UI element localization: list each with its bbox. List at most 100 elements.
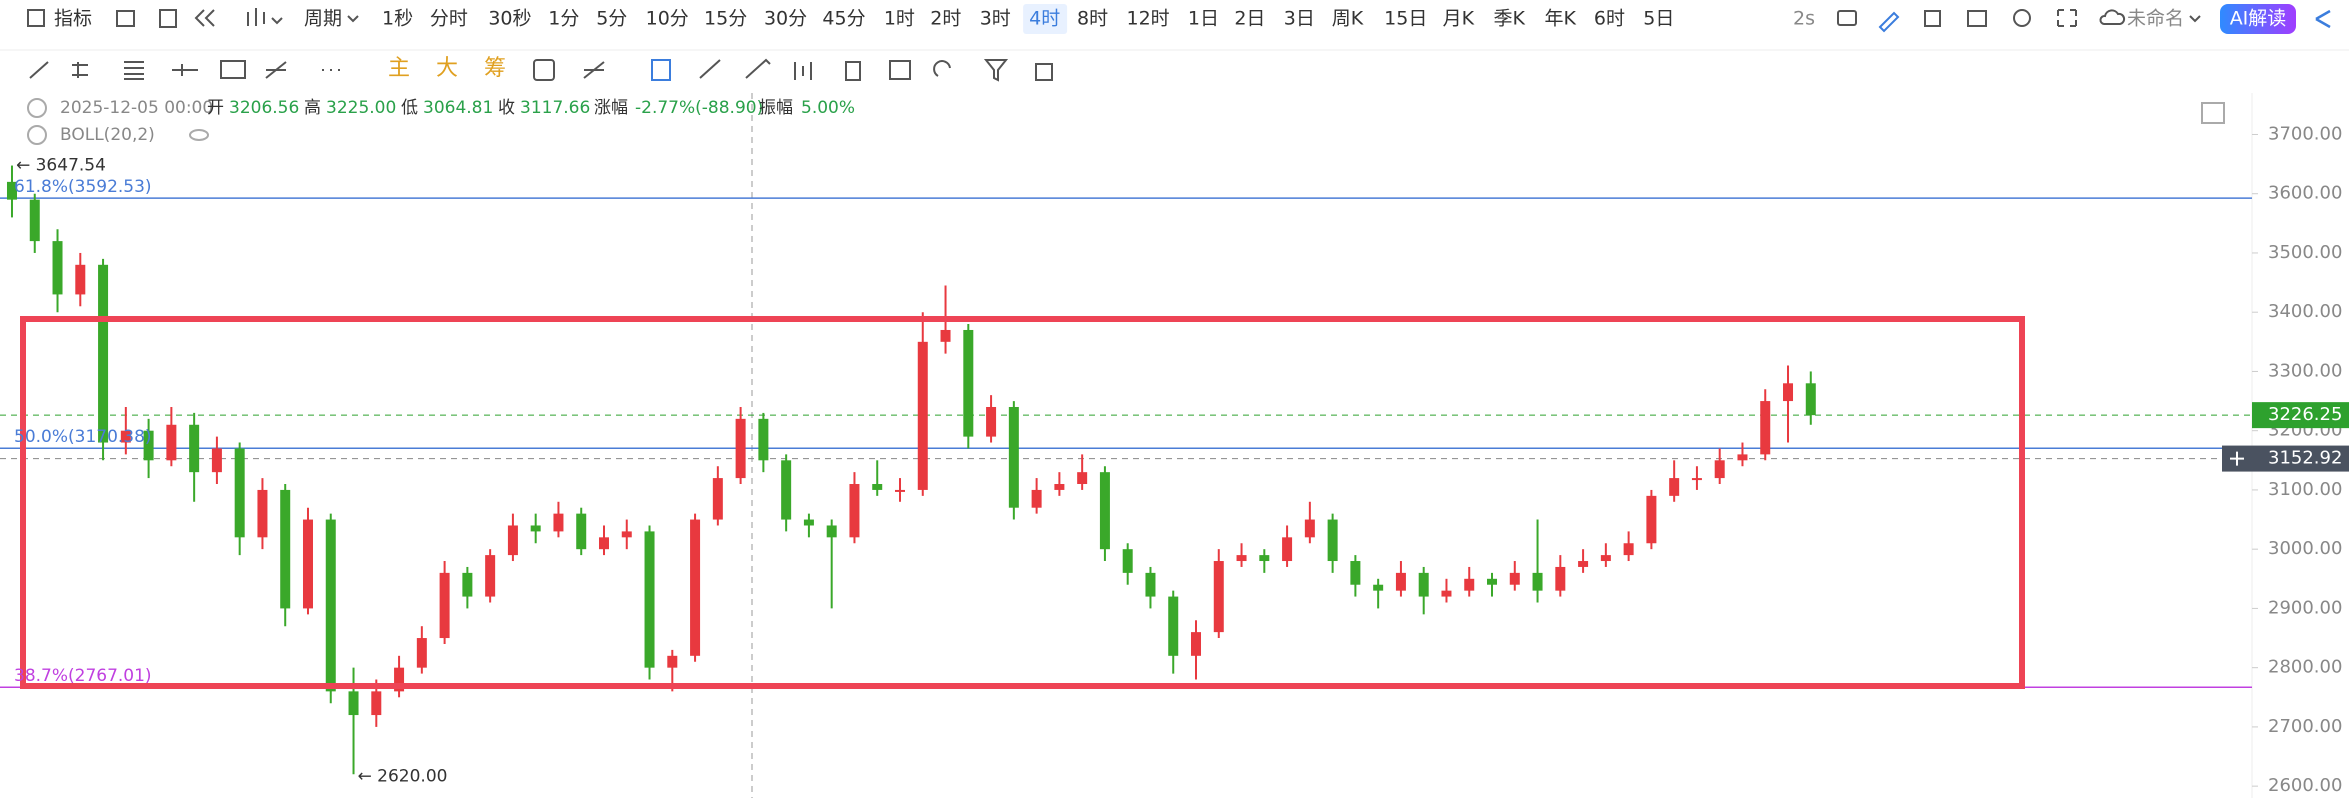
y-tick-label: 2600.00	[2268, 775, 2342, 796]
bar-tool[interactable]	[794, 62, 812, 80]
timeframe-button[interactable]: 1分	[548, 8, 579, 30]
main-force-tool[interactable]: 主	[388, 56, 410, 81]
refresh-rate[interactable]: 2s	[1793, 8, 1815, 30]
candle-body	[1373, 584, 1384, 591]
collapse-icon[interactable]	[27, 98, 47, 118]
timeframe-button[interactable]: 10分	[646, 8, 689, 30]
timeframe-button[interactable]: 2日	[1234, 8, 1265, 30]
candle-body	[166, 424, 177, 461]
candle-body	[1441, 590, 1452, 597]
timeframe-button[interactable]: 15分	[704, 8, 747, 30]
timeframe-button[interactable]: 季K	[1494, 8, 1526, 30]
candle-body	[1760, 401, 1771, 455]
layout-icon[interactable]	[159, 9, 177, 28]
maximize-icon[interactable]	[2201, 102, 2225, 124]
candle-body	[712, 478, 723, 520]
delete-tool[interactable]	[1035, 63, 1053, 81]
timeframe-button[interactable]: 4时	[1029, 8, 1060, 30]
ruler-tool[interactable]	[699, 59, 721, 79]
timeframe-button[interactable]: 15日	[1384, 8, 1427, 30]
line-tool[interactable]	[29, 61, 49, 79]
link-tool[interactable]	[933, 60, 951, 77]
settings-panel-icon[interactable]	[1967, 10, 1987, 27]
hline-tool[interactable]	[172, 64, 198, 76]
timeframe-button[interactable]: 5日	[1643, 8, 1674, 30]
candle-body	[1395, 572, 1406, 591]
filter-tool[interactable]	[983, 59, 1009, 82]
timeframe-button[interactable]: 45分	[822, 8, 865, 30]
replay-icon[interactable]	[194, 9, 215, 27]
chart-type-icon[interactable]	[247, 8, 283, 26]
candle-body	[1191, 632, 1202, 656]
magnet-tool[interactable]	[651, 59, 671, 81]
candle-body	[1555, 566, 1566, 591]
candle-body	[826, 525, 837, 538]
indicators-button[interactable]: 指标	[54, 8, 92, 30]
save-icon[interactable]	[1924, 10, 1941, 27]
camera-icon[interactable]	[1837, 10, 1857, 26]
last-price-label: 3226.25	[2268, 404, 2342, 425]
timeframe-button[interactable]: 1时	[884, 8, 915, 30]
timeframe-button[interactable]: 3时	[980, 8, 1011, 30]
large-order-tool[interactable]: 大	[436, 56, 458, 81]
candle-body	[29, 199, 40, 242]
candle-body	[735, 418, 746, 479]
legend-date: 2025-12-05 00:00	[60, 98, 213, 118]
cross-tool[interactable]	[583, 61, 605, 79]
candle-body	[280, 489, 291, 609]
calendar-icon[interactable]	[116, 10, 135, 27]
legend-value: 3206.56	[229, 98, 299, 118]
visibility-icon[interactable]	[189, 129, 209, 141]
pattern-tool[interactable]	[265, 61, 287, 79]
period-button[interactable]: 周期	[304, 8, 342, 30]
timeframe-button[interactable]: 年K	[1544, 8, 1576, 30]
candle-body	[1304, 519, 1315, 538]
fib-tool[interactable]	[124, 61, 144, 80]
candle-body	[371, 691, 382, 716]
timeframe-button[interactable]: 1秒	[382, 8, 413, 30]
timeframe-button[interactable]: 2时	[930, 8, 961, 30]
timeframe-button[interactable]: 1日	[1188, 8, 1219, 30]
channel-tool[interactable]	[72, 62, 88, 78]
timeframe-button[interactable]: 周K	[1332, 8, 1364, 30]
candle-body	[781, 460, 792, 520]
brush-tool[interactable]	[745, 58, 771, 79]
candle-body	[644, 531, 655, 668]
fullscreen-icon[interactable]	[2057, 9, 2077, 27]
candle-body	[1031, 489, 1042, 508]
chip-tool[interactable]: 筹	[484, 56, 506, 81]
rect-tool[interactable]	[220, 60, 246, 79]
legend-value: 5.00%	[801, 98, 855, 118]
timeframe-button[interactable]: 30秒	[488, 8, 531, 30]
ai-button[interactable]: AI解读	[2230, 8, 2287, 30]
timeframe-button[interactable]: 8时	[1077, 8, 1108, 30]
settings-icon[interactable]	[2013, 9, 2031, 27]
share-icon[interactable]	[2315, 9, 2331, 29]
note-tool[interactable]	[889, 60, 911, 80]
layout-name[interactable]: 未命名	[2127, 8, 2184, 30]
legend-value: -2.77%(-88.90)	[635, 98, 763, 118]
timeframe-button[interactable]: 月K	[1443, 8, 1475, 30]
timeframe-button[interactable]: 分时	[430, 8, 468, 30]
candle-body	[234, 448, 245, 538]
pen-icon[interactable]	[1878, 11, 1900, 33]
collapse-icon[interactable]	[27, 125, 47, 145]
candle-body	[1783, 383, 1794, 402]
timeframe-button[interactable]: 3日	[1284, 8, 1315, 30]
sync-tool[interactable]	[533, 59, 555, 81]
candle-body	[1691, 478, 1702, 481]
timeframe-button[interactable]: 12时	[1126, 8, 1169, 30]
legend-label: 开	[207, 98, 224, 118]
candle-body	[189, 424, 200, 473]
timeframe-button[interactable]: 5分	[596, 8, 627, 30]
ai-button-bg[interactable]	[2220, 4, 2296, 34]
last-price-box	[2252, 402, 2349, 429]
timeframe-button[interactable]: 6时	[1594, 8, 1625, 30]
candle-body	[1623, 543, 1634, 556]
y-tick-label: 2900.00	[2268, 597, 2342, 618]
indicator-name: BOLL(20,2)	[60, 125, 155, 145]
candle-body	[325, 519, 336, 692]
lock-tool[interactable]	[845, 61, 861, 81]
timeframe-button[interactable]: 30分	[764, 8, 807, 30]
